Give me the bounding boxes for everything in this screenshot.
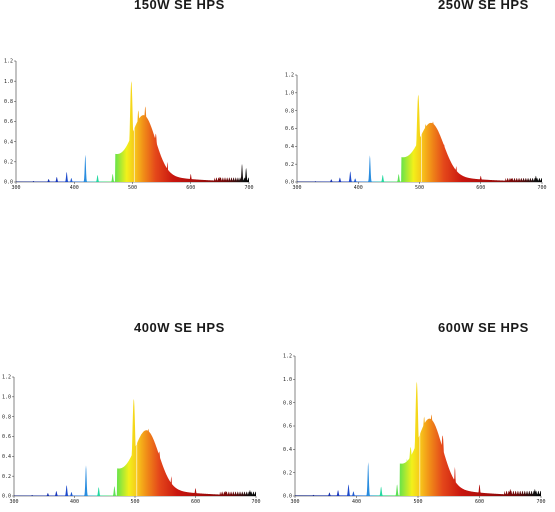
chart-title: 600W SE HPS <box>438 320 529 335</box>
y-tick-label: 1.0 <box>285 90 294 96</box>
x-tick-label: 700 <box>251 499 260 505</box>
x-tick-label: 500 <box>415 185 424 191</box>
y-tick-label: 0.6 <box>4 119 13 125</box>
spectrum-area <box>295 382 541 496</box>
y-tick-label: 0.6 <box>283 424 292 430</box>
x-tick-label: 500 <box>130 499 139 505</box>
y-tick-label: 0.8 <box>2 414 11 420</box>
y-tick-label: 0.8 <box>283 400 292 406</box>
spectrum-area <box>14 399 256 496</box>
x-tick-label: 600 <box>475 499 484 505</box>
x-tick-label: 500 <box>128 185 137 191</box>
x-tick-label: 700 <box>536 499 545 505</box>
y-tick-label: 0.4 <box>285 144 294 150</box>
x-tick-label: 500 <box>413 499 422 505</box>
y-tick-label: 1.2 <box>4 59 13 65</box>
x-tick-label: 300 <box>292 185 301 191</box>
y-tick-label: 0.2 <box>285 162 294 168</box>
y-tick-label: 1.2 <box>283 354 292 360</box>
chart-title: 400W SE HPS <box>134 320 225 335</box>
x-tick-label: 600 <box>186 185 195 191</box>
y-tick-label: 1.0 <box>4 79 13 85</box>
x-tick-label: 400 <box>70 499 79 505</box>
y-tick-label: 1.2 <box>285 73 294 79</box>
chart-title: 150W SE HPS <box>134 0 225 12</box>
y-tick-label: 0.8 <box>285 108 294 114</box>
spectrum-area <box>297 95 542 182</box>
x-tick-label: 700 <box>244 185 253 191</box>
x-tick-label: 700 <box>537 185 546 191</box>
y-tick-label: 1.0 <box>283 377 292 383</box>
x-tick-label: 400 <box>354 185 363 191</box>
spectrum-area <box>16 81 249 182</box>
y-tick-label: 0.8 <box>4 99 13 105</box>
x-tick-label: 300 <box>11 185 20 191</box>
x-tick-label: 400 <box>352 499 361 505</box>
x-tick-label: 600 <box>476 185 485 191</box>
y-tick-label: 0.2 <box>4 159 13 165</box>
x-tick-label: 400 <box>70 185 79 191</box>
y-tick-label: 1.0 <box>2 394 11 400</box>
y-tick-label: 0.2 <box>283 470 292 476</box>
y-tick-label: 0.4 <box>2 454 11 460</box>
y-tick-label: 0.6 <box>285 126 294 132</box>
x-tick-label: 600 <box>191 499 200 505</box>
y-tick-label: 0.4 <box>283 447 292 453</box>
x-tick-label: 300 <box>9 499 18 505</box>
y-tick-label: 0.4 <box>4 139 13 145</box>
y-tick-label: 1.2 <box>2 375 11 381</box>
y-tick-label: 0.2 <box>2 474 11 480</box>
x-tick-label: 300 <box>290 499 299 505</box>
chart-title: 250W SE HPS <box>438 0 529 12</box>
y-tick-label: 0.6 <box>2 434 11 440</box>
